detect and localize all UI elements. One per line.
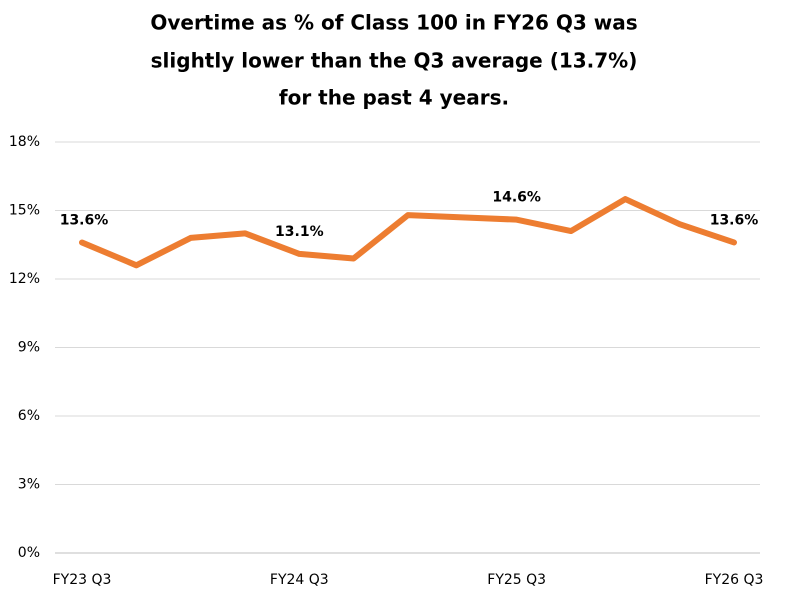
chart-title: Overtime as % of Class 100 in FY26 Q3 wa… — [150, 11, 637, 35]
y-tick-label: 0% — [18, 545, 40, 561]
y-tick-label: 15% — [9, 203, 40, 219]
x-tick-label: FY24 Q3 — [270, 572, 329, 588]
x-tick-label: FY26 Q3 — [705, 572, 764, 588]
y-tick-label: 3% — [18, 477, 40, 493]
y-tick-label: 18% — [9, 134, 40, 150]
line — [79, 196, 737, 269]
x-tick-label: FY23 Q3 — [53, 572, 112, 588]
data-label: 14.6% — [492, 190, 541, 206]
data-label: 13.6% — [60, 212, 109, 228]
data-label: 13.6% — [710, 212, 759, 228]
x-tick-label: FY25 Q3 — [487, 572, 546, 588]
y-tick-label: 12% — [9, 271, 40, 287]
chart-title: slightly lower than the Q3 average (13.7… — [151, 49, 638, 73]
chart-title: for the past 4 years. — [279, 86, 509, 110]
data-label: 13.1% — [275, 224, 324, 240]
y-tick-label: 9% — [18, 340, 40, 356]
y-tick-label: 6% — [18, 408, 40, 424]
